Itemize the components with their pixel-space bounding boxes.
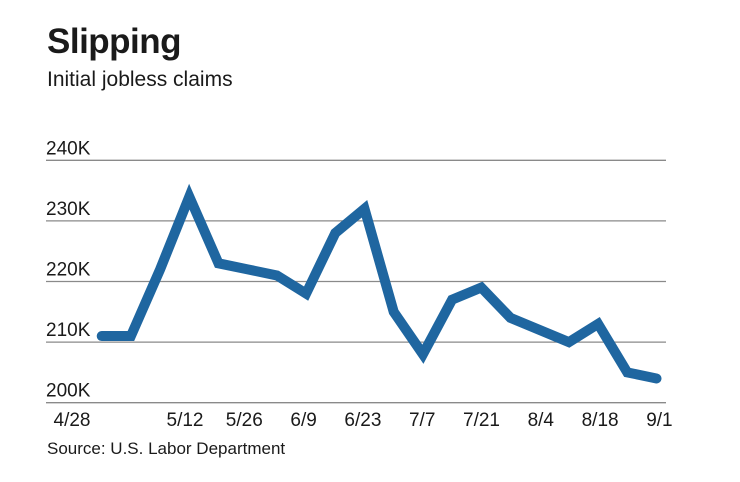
x-tick-label: 6/9 xyxy=(290,410,316,431)
x-tick-label: 4/28 xyxy=(54,410,91,431)
series-line xyxy=(96,183,662,384)
y-tick-label: 240K xyxy=(46,138,91,159)
x-tick-label: 8/4 xyxy=(528,410,555,431)
y-tick-label: 200K xyxy=(46,381,91,402)
y-tick-label: 220K xyxy=(46,260,91,281)
x-tick-label: 5/26 xyxy=(226,410,263,431)
x-tick-label: 8/18 xyxy=(582,410,619,431)
source-note: Source: U.S. Labor Department xyxy=(47,439,286,458)
x-tick-label: 7/7 xyxy=(409,410,435,431)
chart-title: Slipping xyxy=(47,22,182,61)
y-tick-label: 210K xyxy=(46,320,91,341)
x-tick-label: 7/21 xyxy=(463,410,500,431)
x-tick-label: 9/1 xyxy=(646,410,672,431)
y-tick-label: 230K xyxy=(46,199,91,220)
x-tick-label: 5/12 xyxy=(167,410,204,431)
x-tick-label: 6/23 xyxy=(344,410,381,431)
chart-subtitle: Initial jobless claims xyxy=(47,68,233,91)
